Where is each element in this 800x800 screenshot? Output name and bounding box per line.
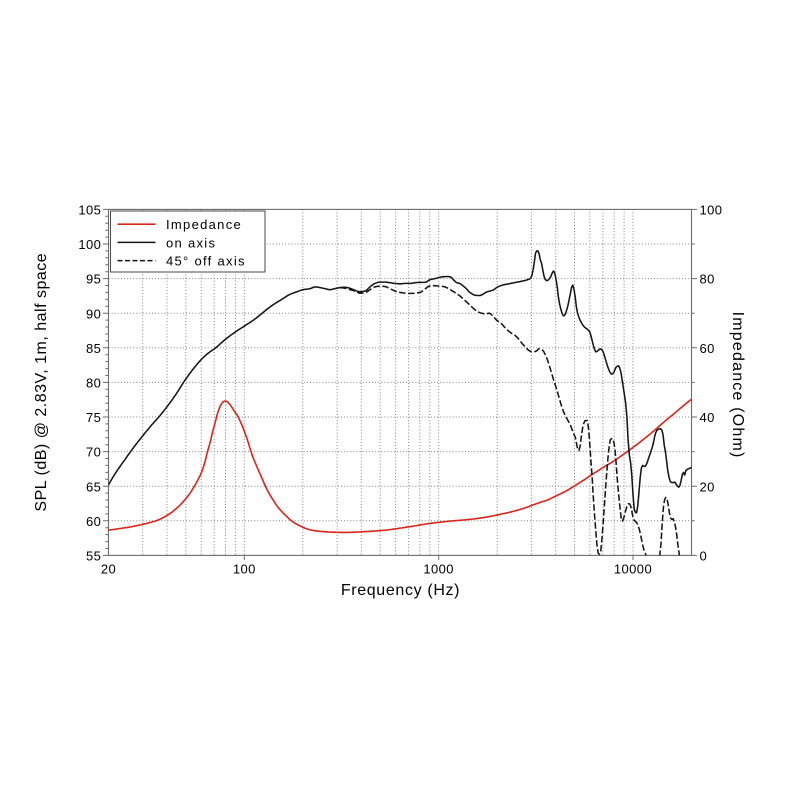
- svg-text:105: 105: [78, 203, 101, 218]
- svg-text:60: 60: [700, 341, 715, 356]
- svg-text:95: 95: [86, 272, 101, 287]
- svg-text:SPL (dB) @ 2.83V, 1m, half spa: SPL (dB) @ 2.83V, 1m, half space: [33, 253, 50, 512]
- svg-text:Impedance (Ohm): Impedance (Ohm): [729, 312, 746, 459]
- svg-text:70: 70: [86, 445, 101, 460]
- svg-text:45° off axis: 45° off axis: [166, 254, 246, 269]
- svg-text:75: 75: [86, 410, 101, 425]
- svg-text:0: 0: [700, 549, 708, 564]
- svg-text:1000: 1000: [423, 561, 454, 576]
- svg-text:on axis: on axis: [166, 235, 216, 250]
- svg-text:40: 40: [700, 410, 715, 425]
- svg-text:80: 80: [700, 272, 715, 287]
- svg-text:90: 90: [86, 306, 101, 321]
- svg-text:100: 100: [78, 237, 101, 252]
- svg-text:20: 20: [700, 479, 715, 494]
- svg-text:55: 55: [86, 549, 101, 564]
- svg-text:65: 65: [86, 479, 101, 494]
- svg-text:100: 100: [700, 203, 723, 218]
- svg-text:100: 100: [233, 561, 256, 576]
- svg-text:Frequency (Hz): Frequency (Hz): [341, 582, 460, 599]
- svg-text:10000: 10000: [614, 561, 652, 576]
- svg-text:80: 80: [86, 376, 101, 391]
- svg-text:Impedance: Impedance: [166, 217, 242, 232]
- svg-text:20: 20: [101, 561, 116, 576]
- svg-text:60: 60: [86, 514, 101, 529]
- svg-text:85: 85: [86, 341, 101, 356]
